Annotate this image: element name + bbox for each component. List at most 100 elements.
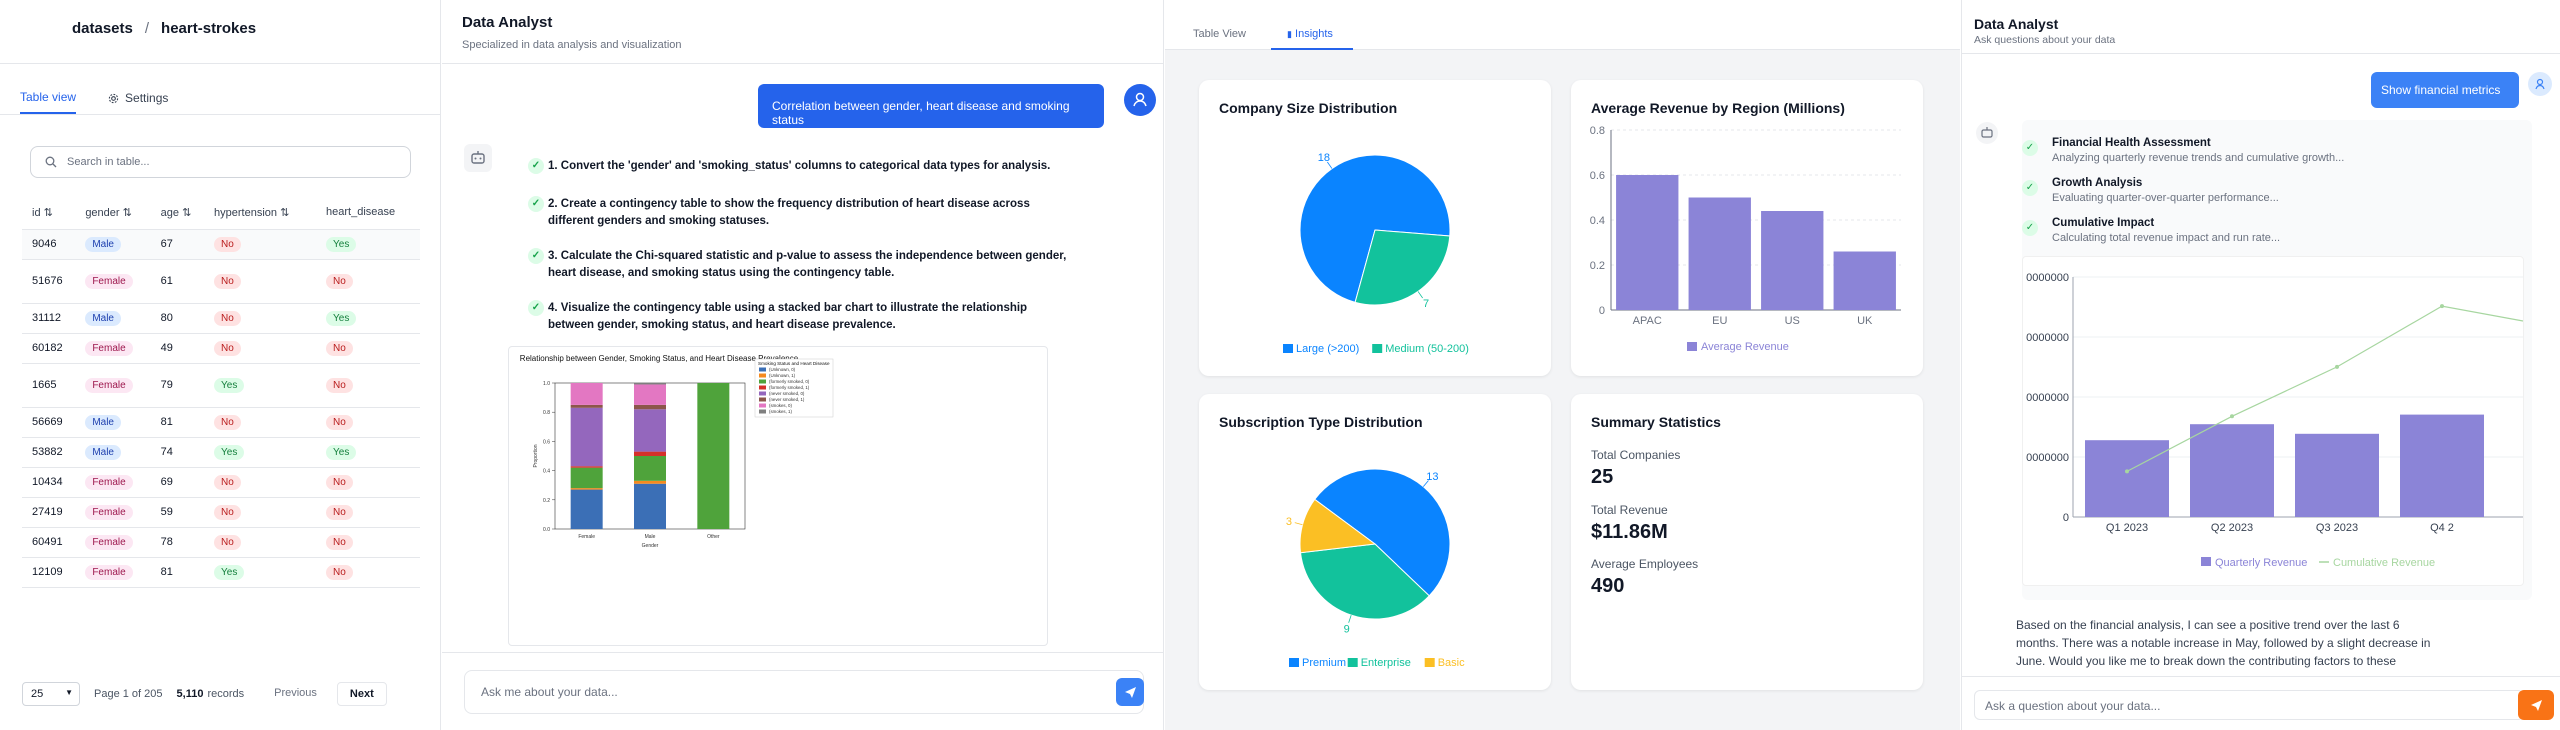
y-tick-label: 0.2 — [1590, 260, 1605, 272]
financial-chat-panel: Data Analyst Ask questions about your da… — [1961, 0, 2560, 730]
x-tick-label: EU — [1712, 315, 1727, 327]
send-button[interactable] — [2518, 690, 2554, 720]
bar-segment — [570, 489, 603, 529]
tab-table-view[interactable]: Table View — [1193, 28, 1246, 40]
table-cell: No — [316, 467, 420, 498]
status-badge: No — [214, 504, 241, 520]
column-header-heart_disease[interactable]: heart_disease — [316, 196, 420, 230]
tab-settings[interactable]: Settings — [108, 90, 168, 114]
x-tick-label: Q1 2023 — [2106, 522, 2148, 534]
page-info: Page 1 of 205 — [94, 688, 163, 700]
table-row[interactable]: 60491 Female 78 No No — [22, 527, 420, 558]
column-header-age[interactable]: age ⇅ — [150, 196, 205, 230]
breadcrumb-datasets[interactable]: datasets — [72, 20, 133, 37]
table-row[interactable]: 1665 Female 79 Yes No — [22, 363, 420, 408]
table-row[interactable]: 12109 Female 81 Yes No — [22, 557, 420, 588]
search-input[interactable]: Search in table... — [30, 146, 411, 178]
table-cell: Yes — [204, 437, 317, 468]
table-cell: Female — [75, 333, 151, 364]
tab-insights[interactable]: ▮ Insights — [1271, 22, 1353, 50]
bar-segment — [697, 383, 730, 529]
card-title: Company Size Distribution — [1219, 100, 1398, 116]
next-button[interactable]: Next — [336, 682, 387, 706]
step-text: 4. Visualize the contingency table using… — [548, 302, 1028, 331]
column-header-gender[interactable]: gender ⇅ — [75, 196, 151, 230]
legend-swatch — [759, 367, 766, 372]
bar — [1833, 251, 1896, 310]
send-button[interactable] — [1116, 678, 1144, 706]
status-badge: No — [326, 340, 353, 356]
card-title: Average Revenue by Region (Millions) — [1591, 100, 1845, 116]
user-avatar — [1124, 84, 1156, 116]
table-cell: No — [204, 333, 317, 364]
table-cell: 51676 — [22, 259, 76, 304]
column-header-id[interactable]: id ⇅ — [22, 196, 76, 230]
divider — [0, 63, 440, 64]
bar-segment — [570, 467, 603, 489]
y-tick-label: 0000000 — [2026, 392, 2069, 404]
bar-segment — [634, 451, 666, 456]
gear-icon — [108, 93, 119, 103]
subscription-pie-chart: 13 9 3 Premium Enterprise Basic — [1286, 468, 1465, 669]
send-icon — [1125, 687, 1136, 698]
table-cell: 27419 — [22, 497, 76, 528]
legend-swatch — [1347, 658, 1358, 667]
x-tick-label: US — [1785, 315, 1800, 327]
bar-segment — [570, 466, 603, 468]
y-tick-label: 0.8 — [543, 410, 550, 416]
table-cell: Male — [75, 303, 151, 334]
table-cell: No — [204, 303, 317, 334]
slice-label-line — [1348, 614, 1352, 623]
view-tabs: Table view Settings — [20, 90, 168, 114]
table-row[interactable]: 31112 Male 80 No Yes — [22, 303, 420, 334]
insight-item: Financial Health Assessment Analyzing qua… — [2052, 136, 2344, 166]
analysis-step: ✓ 4. Visualize the contingency table usin… — [528, 300, 1068, 334]
analyst-chat-panel: Data Analyst Specialized in data analysi… — [442, 0, 1164, 730]
legend-swatch — [759, 403, 766, 408]
table-row[interactable]: 51676 Female 61 No No — [22, 259, 420, 304]
breadcrumb-current: heart-strokes — [161, 20, 257, 37]
pie-slice — [1314, 468, 1451, 597]
step-text: 3. Calculate the Chi-squared statistic a… — [548, 250, 1067, 279]
table-row[interactable]: 60182 Female 49 No No — [22, 333, 420, 364]
table-row[interactable]: 10434 Female 69 No No — [22, 467, 420, 498]
check-icon: ✓ — [2022, 140, 2038, 156]
table-row[interactable]: 53882 Male 74 Yes Yes — [22, 437, 420, 468]
legend-label: (Unknown, 0) — [769, 367, 796, 372]
legend-label: (smokes, 1) — [769, 409, 792, 414]
bar-segment — [570, 488, 603, 490]
table-cell: 67 — [150, 229, 205, 260]
table-cell: 59 — [150, 497, 205, 528]
table-row[interactable]: 9046 Male 67 No Yes — [22, 229, 420, 260]
chat-input[interactable]: Ask a question about your data... — [1974, 690, 2524, 720]
status-badge: Female — [85, 504, 133, 520]
status-badge: Yes — [326, 310, 357, 326]
status-badge: No — [326, 564, 353, 580]
chat-input[interactable]: Ask me about your data... — [464, 670, 1144, 714]
insight-title: Cumulative Impact — [2052, 217, 2155, 229]
check-icon: ✓ — [2022, 220, 2038, 236]
y-tick-label: 0.6 — [543, 439, 550, 445]
table-row[interactable]: 56669 Male 81 No No — [22, 407, 420, 438]
table-cell: 49 — [150, 333, 205, 364]
records-count: 5,110 — [176, 688, 204, 700]
y-tick-label: 0000000 — [2026, 452, 2069, 464]
legend-title: Smoking Status and Heart Disease — [758, 361, 830, 366]
slice-label: 3 — [1286, 516, 1292, 528]
y-tick-label: 0000000 — [2026, 332, 2069, 344]
status-badge: Male — [85, 414, 121, 430]
table-row[interactable]: 27419 Female 59 No No — [22, 497, 420, 528]
status-badge: No — [214, 534, 241, 550]
legend-swatch — [759, 409, 766, 414]
previous-button[interactable]: Previous — [274, 687, 317, 699]
slice-label: 13 — [1426, 471, 1438, 483]
tab-table-view[interactable]: Table view — [20, 90, 77, 114]
user-message: Correlation between gender, heart diseas… — [758, 84, 1104, 128]
stat-label: Average Employees — [1591, 557, 1699, 571]
page-size-select[interactable]: 25 ▼ — [22, 682, 80, 706]
revenue-region-bar-chart: 0 0.2 0.4 0.6 0.8 APAC EU US UK Average Revenue — [1590, 125, 1901, 353]
bar-segment — [634, 483, 666, 529]
column-header-hypertension[interactable]: hypertension ⇅ — [204, 196, 317, 230]
table-cell: Yes — [316, 303, 420, 334]
bar — [2190, 424, 2274, 517]
